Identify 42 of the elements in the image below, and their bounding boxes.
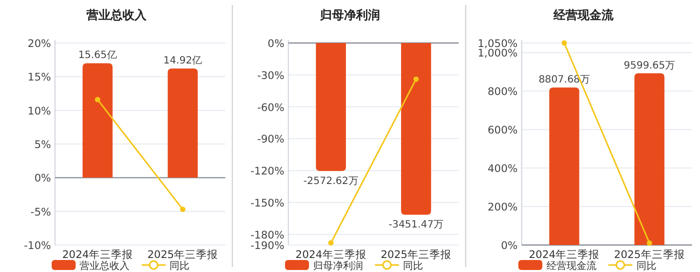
y-tick-label: 0% (34, 172, 52, 185)
x-tick-label: 2025年三季报 (614, 248, 685, 261)
y-tick-label: -60% (257, 102, 284, 114)
data-label: 15.65亿 (78, 50, 117, 62)
y-tick-label: -30% (257, 70, 284, 82)
y-tick-label: -180% (250, 229, 284, 242)
y-tick-label: 20% (28, 38, 52, 50)
chart-title: 营业总收入 (86, 8, 148, 22)
y-tick-label: 15% (28, 72, 52, 84)
y-tick-label: 600% (488, 124, 518, 137)
legend-label: 经营现金流 (546, 260, 596, 272)
y-tick-label: -190% (250, 240, 284, 252)
y-tick-label: -90% (257, 134, 284, 146)
y-tick-label: -150% (250, 197, 284, 210)
y-tick-label: 400% (488, 163, 518, 176)
legend-label: 营业总收入 (80, 260, 130, 272)
y-tick-label: -10% (24, 240, 52, 252)
x-tick-label: 2024年三季报 (296, 248, 366, 261)
legend-label: 同比 (170, 260, 190, 272)
y-tick-label: 1,050% (478, 38, 518, 50)
x-tick-label: 2025年三季报 (147, 248, 218, 261)
x-tick-label: 2024年三季报 (528, 248, 600, 261)
y-tick-label: -5% (30, 206, 52, 218)
data-label: 14.92亿 (163, 56, 202, 67)
y-tick-label: 0% (500, 240, 518, 252)
y-tick-label: -120% (250, 166, 284, 178)
data-label: -3451.47万 (388, 220, 444, 231)
legend-label: 同比 (636, 260, 656, 272)
y-tick-label: 1,000% (478, 48, 518, 60)
x-tick-label: 2024年三季报 (62, 248, 133, 261)
legend-label: 同比 (403, 260, 423, 272)
y-tick-label: 0% (268, 38, 284, 50)
chart-title: 归母净利润 (319, 8, 380, 22)
data-label: -2572.62万 (303, 176, 358, 187)
y-tick-label: 5% (34, 139, 52, 151)
y-tick-label: 10% (28, 105, 52, 118)
chart-title: 经营现金流 (552, 8, 614, 22)
y-tick-label: 200% (488, 202, 518, 214)
x-tick-label: 2025年三季报 (380, 248, 452, 261)
y-tick-label: 800% (488, 86, 518, 98)
legend-label: 归母净利润 (313, 260, 363, 272)
data-label: 9599.65万 (624, 60, 676, 72)
